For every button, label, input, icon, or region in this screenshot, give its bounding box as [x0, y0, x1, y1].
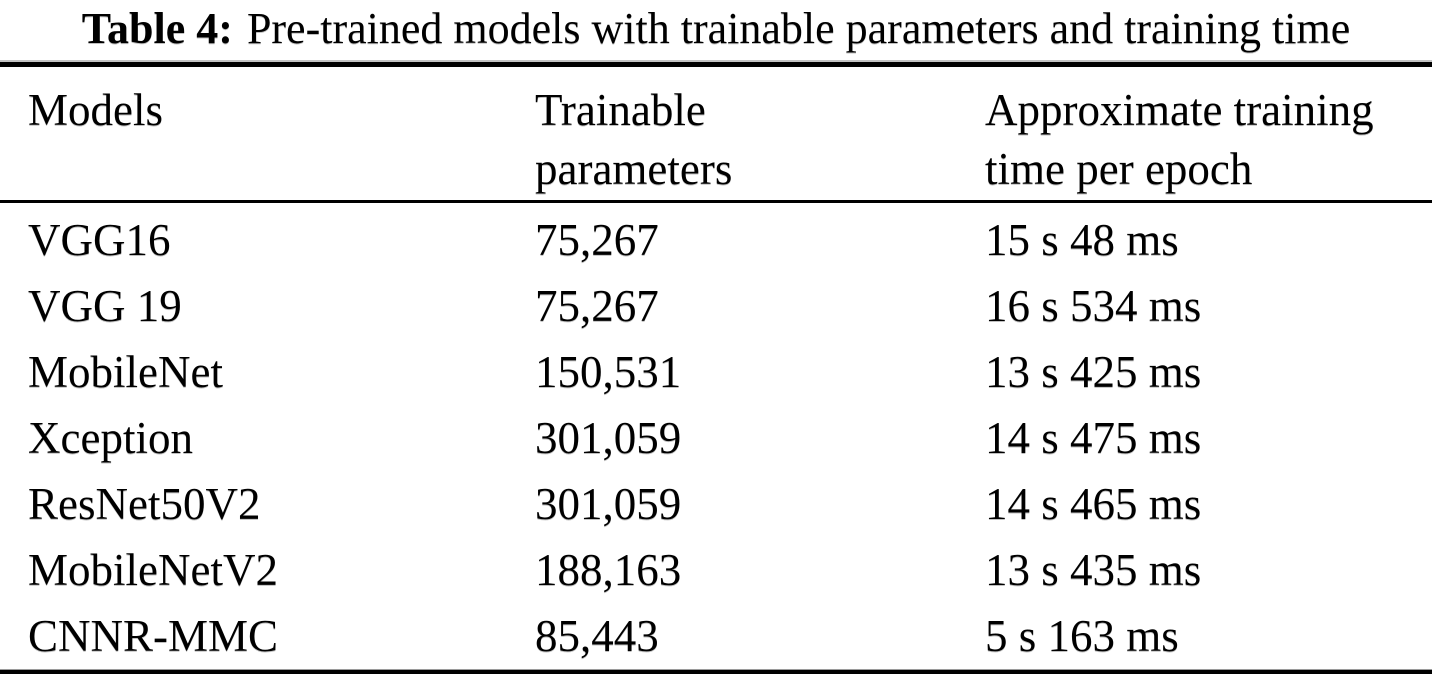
- model-name-cell: MobileNetV2: [28, 544, 278, 595]
- trainable-parameters-cell: 75,267: [535, 280, 659, 331]
- column-header-training-time-line1: Approximate training: [985, 85, 1374, 135]
- table-header-row: Models Trainable parameters Approximate …: [0, 67, 1432, 200]
- training-time-cell: 5 s 163 ms: [985, 610, 1179, 661]
- table-row: CNNR-MMC 85,443 5 s 163 ms: [0, 603, 1432, 669]
- table-caption: Table 4: Pre-trained models with trainabl…: [0, 0, 1432, 60]
- trainable-parameters-cell: 301,059: [535, 412, 682, 463]
- training-time-cell: 16 s 534 ms: [985, 280, 1202, 331]
- column-header-training-time-line2: time per epoch: [985, 144, 1253, 194]
- column-header-trainable-line1: Trainable: [535, 85, 706, 135]
- column-header-models: Models: [0, 81, 535, 200]
- training-time-cell: 15 s 48 ms: [985, 214, 1179, 265]
- table-row: MobileNet 150,531 13 s 425 ms: [0, 339, 1432, 405]
- model-name-cell: VGG16: [28, 214, 171, 265]
- table-row: VGG16 75,267 15 s 48 ms: [0, 207, 1432, 273]
- column-header-models-label: Models: [28, 85, 163, 135]
- table-bottom-rule: [0, 669, 1432, 674]
- training-time-cell: 13 s 435 ms: [985, 544, 1202, 595]
- trainable-parameters-cell: 301,059: [535, 478, 682, 529]
- model-name-cell: MobileNet: [28, 346, 223, 397]
- model-name-cell: Xception: [28, 412, 193, 463]
- header-separator-rule: [0, 200, 1432, 203]
- table-row: ResNet50V2 301,059 14 s 465 ms: [0, 471, 1432, 537]
- trainable-parameters-cell: 188,163: [535, 544, 682, 595]
- table-caption-text: Pre-trained models with trainable parame…: [246, 4, 1351, 53]
- trainable-parameters-cell: 75,267: [535, 214, 659, 265]
- column-header-training-time: Approximate training time per epoch: [985, 81, 1432, 200]
- table-body: VGG16 75,267 15 s 48 ms VGG 19 75,267 16…: [0, 203, 1432, 669]
- table-row: Xception 301,059 14 s 475 ms: [0, 405, 1432, 471]
- model-name-cell: VGG 19: [28, 280, 182, 331]
- model-name-cell: ResNet50V2: [28, 478, 261, 529]
- trainable-parameters-cell: 150,531: [535, 346, 682, 397]
- training-time-cell: 14 s 465 ms: [985, 478, 1202, 529]
- trainable-parameters-cell: 85,443: [535, 610, 659, 661]
- training-time-cell: 14 s 475 ms: [985, 412, 1202, 463]
- model-name-cell: CNNR-MMC: [28, 610, 279, 661]
- table-caption-label: Table 4:: [81, 4, 233, 53]
- table-top-rule: [0, 60, 1432, 67]
- table-row: VGG 19 75,267 16 s 534 ms: [0, 273, 1432, 339]
- column-header-trainable-parameters: Trainable parameters: [535, 81, 985, 200]
- training-time-cell: 13 s 425 ms: [985, 346, 1202, 397]
- table-row: MobileNetV2 188,163 13 s 435 ms: [0, 537, 1432, 603]
- column-header-trainable-line2: parameters: [535, 144, 733, 194]
